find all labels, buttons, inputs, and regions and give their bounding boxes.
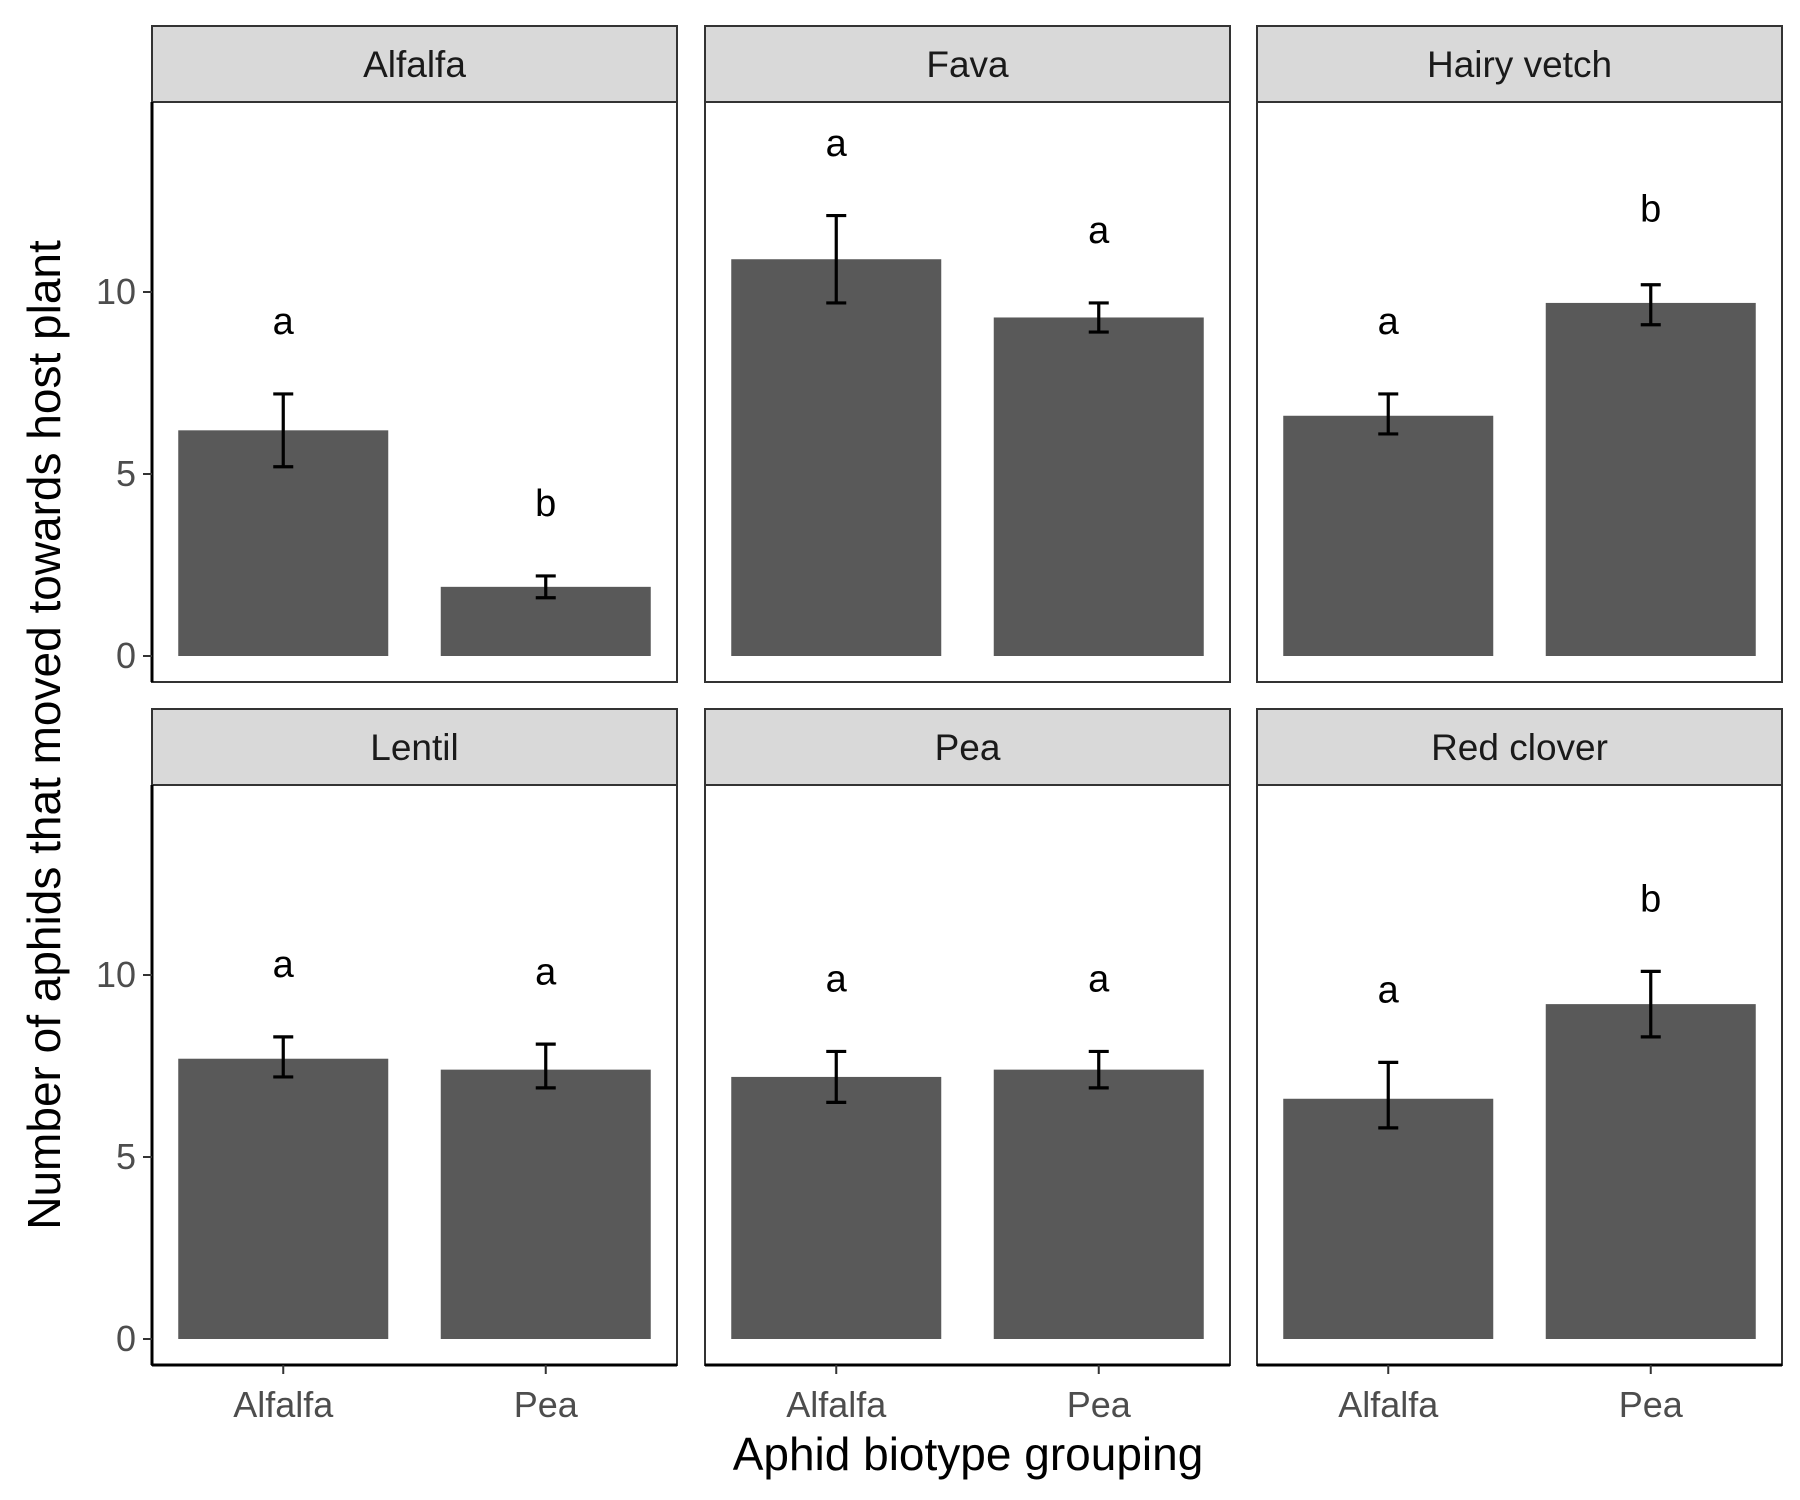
facet-strip-label: Hairy vetch [1427, 44, 1612, 85]
facet-strip [1256, 25, 1783, 103]
bar-pea [1545, 1004, 1756, 1339]
error-bar-alfalfa [1378, 392, 1399, 436]
significance-letter: a [1088, 210, 1110, 252]
error-bar-pea [535, 574, 556, 600]
error-bar-pea [1088, 301, 1109, 334]
facet-panel-lentil: Lentil a a 0 5 10 Alfalfa Pea [96, 708, 678, 1425]
error-bar-alfalfa [1378, 1060, 1399, 1130]
facet-panel-fava: Fava a a [704, 25, 1231, 683]
x-axis-title: Aphid biotype grouping [733, 1428, 1204, 1480]
significance-letter: a [826, 123, 848, 165]
facet-strip-label: Lentil [370, 727, 458, 768]
y-tick-label: 5 [116, 1136, 136, 1177]
x-tick-label: Alfalfa [786, 1384, 887, 1425]
significance-letter: b [1640, 879, 1661, 921]
significance-letter: b [535, 483, 556, 525]
facet-strip [151, 25, 678, 103]
y-tick-label: 10 [96, 271, 136, 312]
bar-alfalfa [731, 259, 942, 656]
facet-strip [1256, 708, 1783, 786]
error-bar-pea [1640, 969, 1661, 1039]
facet-panel-red-clover: Red clover a b Alfalfa Pea [1256, 708, 1783, 1425]
y-tick-label: 5 [116, 453, 136, 494]
x-tick-label: Pea [514, 1384, 579, 1425]
significance-letter: a [1378, 301, 1400, 343]
significance-letter: b [1640, 188, 1661, 230]
error-bar-alfalfa [273, 392, 294, 469]
error-bar-pea [1088, 1049, 1109, 1090]
x-tick-label: Alfalfa [1338, 1384, 1439, 1425]
bar-alfalfa [178, 1058, 389, 1339]
bar-pea [1545, 302, 1756, 656]
facet-strip [704, 25, 1231, 103]
facet-strip-label: Alfalfa [363, 44, 466, 85]
significance-letter: a [273, 944, 295, 986]
significance-letter: a [1378, 970, 1400, 1012]
bar-pea [993, 317, 1204, 656]
error-bar-alfalfa [273, 1035, 294, 1079]
facet-strip [704, 708, 1231, 786]
error-bar-pea [1640, 283, 1661, 327]
x-tick-label: Pea [1619, 1384, 1684, 1425]
y-axis-title: Number of aphids that moved towards host… [18, 240, 70, 1230]
y-tick-label: 0 [116, 1318, 136, 1359]
facet-panel-alfalfa: Alfalfa a b 0 5 10 [96, 25, 678, 683]
significance-letter: a [1088, 959, 1110, 1001]
y-tick-label: 0 [116, 635, 136, 676]
significance-letter: a [826, 959, 848, 1001]
bar-alfalfa [1283, 415, 1494, 656]
x-tick-label: Pea [1067, 1384, 1132, 1425]
error-bar-pea [535, 1042, 556, 1090]
bar-pea [440, 1069, 651, 1339]
y-tick-label: 10 [96, 954, 136, 995]
bar-alfalfa [731, 1076, 942, 1339]
error-bar-alfalfa [826, 1049, 847, 1105]
significance-letter: a [535, 951, 557, 993]
x-tick-label: Alfalfa [233, 1384, 334, 1425]
facet-panel-pea: Pea a a Alfalfa Pea [704, 708, 1231, 1425]
bar-alfalfa [1283, 1098, 1494, 1339]
facet-panel-hairy-vetch: Hairy vetch a b [1256, 25, 1783, 683]
significance-letter: a [273, 301, 295, 343]
error-bar-alfalfa [826, 213, 847, 305]
facet-strip [151, 708, 678, 786]
facet-strip-label: Red clover [1431, 727, 1608, 768]
facet-panels: Alfalfa a b 0 5 10 Fava a a Hairy vetch a b Lentil a a… [96, 25, 1783, 1425]
facet-strip-label: Fava [926, 44, 1009, 85]
bar-pea [993, 1069, 1204, 1339]
facet-strip-label: Pea [935, 727, 1001, 768]
